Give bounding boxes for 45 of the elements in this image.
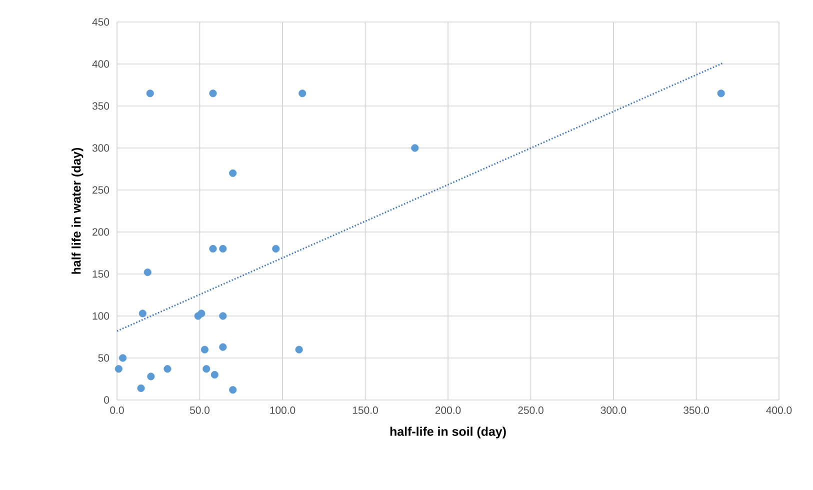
point: [411, 144, 419, 152]
point: [209, 90, 217, 98]
y-axis-title: half life in water (day): [72, 148, 84, 274]
y-tick-label: 400: [92, 60, 110, 68]
x-tick-label: 400.0: [766, 406, 792, 414]
point: [200, 346, 209, 354]
point: [298, 90, 306, 98]
y-tick-label: 450: [92, 18, 110, 26]
y-tick-label: 250: [92, 186, 110, 194]
point: [295, 346, 303, 354]
y-tick-label: 0: [104, 396, 110, 404]
x-tick-label: 50.0: [190, 406, 210, 414]
x-tick-label: 100.0: [270, 406, 296, 414]
x-tick-label: 350.0: [684, 406, 709, 414]
point: [272, 244, 280, 253]
point: [219, 244, 227, 253]
y-tick-label: 300: [92, 144, 110, 152]
y-tick-label: 200: [92, 228, 110, 236]
point: [198, 310, 206, 318]
point: [137, 384, 145, 392]
point: [114, 365, 122, 373]
x-tick-label: 150.0: [352, 406, 378, 414]
y-tick-label: 350: [92, 102, 110, 110]
x-tick-label: 300.0: [600, 406, 626, 414]
point: [144, 268, 152, 276]
x-axis-title: half-life in soil (day): [390, 426, 506, 438]
point: [219, 312, 227, 320]
y-tick-label: 100: [92, 312, 110, 320]
point: [164, 365, 172, 373]
y-tick-label: 50: [98, 354, 110, 362]
y-tick-label: 150: [92, 270, 110, 278]
point: [210, 370, 218, 379]
x-tick-label: 0.0: [110, 406, 124, 414]
point: [209, 244, 217, 253]
point: [146, 90, 154, 98]
x-tick-label: 200.0: [435, 406, 461, 414]
point: [138, 310, 146, 318]
point: [229, 169, 237, 177]
point: [229, 386, 237, 394]
point: [119, 354, 127, 362]
x-tick-label: 250.0: [518, 406, 544, 414]
point: [202, 365, 210, 373]
point: [147, 372, 155, 380]
point: [219, 343, 227, 351]
point: [717, 90, 725, 98]
